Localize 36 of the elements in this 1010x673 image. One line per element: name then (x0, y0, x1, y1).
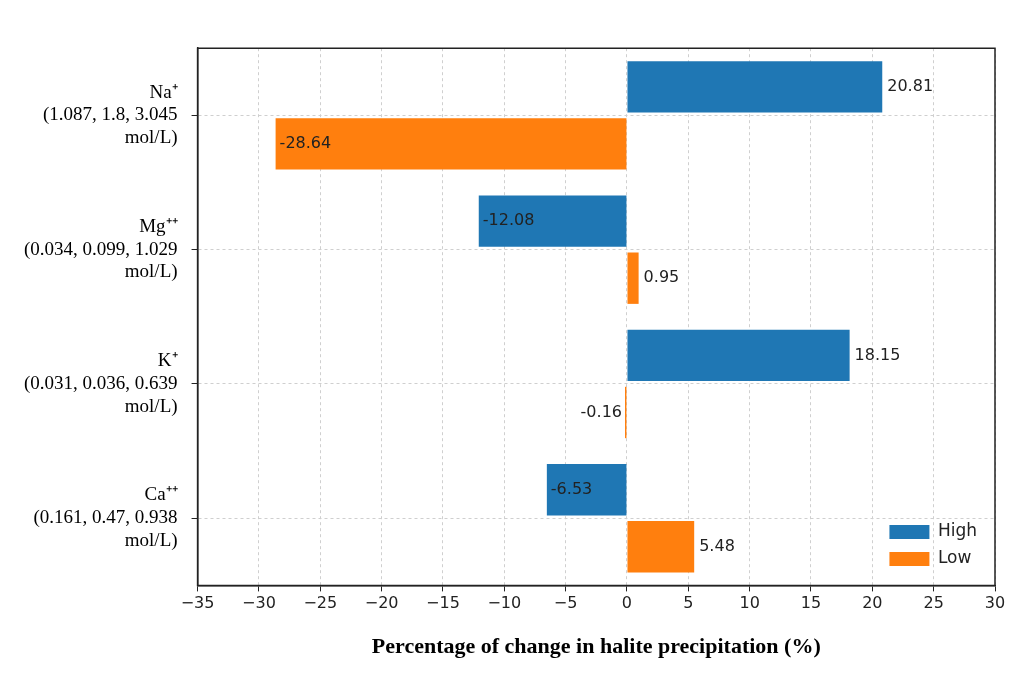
x-tick-label: 0 (621, 593, 633, 613)
bar (627, 329, 850, 382)
data-label: -6.53 (550, 478, 593, 498)
data-label: 0.95 (643, 267, 680, 287)
x-tick-label: 25 (923, 593, 944, 613)
x-tick-label: 10 (739, 593, 760, 613)
data-label: -0.16 (580, 401, 622, 421)
x-tick-label: 30 (984, 593, 1006, 613)
x-tick-label: −25 (303, 593, 338, 613)
x-tick-label: −15 (426, 593, 460, 613)
y-tick-label: Na⁺ (1.087, 1.8, 3.045 mol/L) (43, 80, 178, 149)
x-tick-label: −5 (553, 593, 578, 613)
x-tick-label: −10 (487, 593, 522, 613)
data-label: -28.64 (279, 133, 332, 153)
x-tick-label: −30 (242, 593, 276, 613)
legend-label: High (937, 520, 978, 541)
bar (478, 195, 627, 247)
data-label: 20.81 (887, 75, 934, 95)
data-label: -12.08 (482, 210, 535, 230)
x-axis-title: Percentage of change in halite precipitation (%) (371, 633, 821, 659)
y-tick-label: Ca⁺⁺ (0.161, 0.47, 0.938 mol/L) (33, 483, 178, 552)
x-tick-label: −35 (180, 593, 215, 613)
bar (275, 118, 627, 170)
y-tick-label: Mg⁺⁺ (0.034, 0.099, 1.029 mol/L) (24, 214, 178, 283)
x-tick-label: 20 (862, 593, 883, 613)
x-tick-label: −20 (364, 593, 399, 613)
x-tick-label: 5 (683, 593, 694, 613)
y-tick-label: K⁺ (0.031, 0.036, 0.639 mol/L) (24, 349, 178, 417)
bar (627, 252, 639, 304)
bar (627, 521, 695, 573)
data-label: 5.48 (699, 535, 735, 555)
data-label: 18.15 (854, 344, 901, 364)
x-tick-label: 15 (800, 593, 822, 613)
bar (627, 61, 883, 113)
bar (546, 464, 627, 516)
legend-label: Low (937, 547, 972, 568)
